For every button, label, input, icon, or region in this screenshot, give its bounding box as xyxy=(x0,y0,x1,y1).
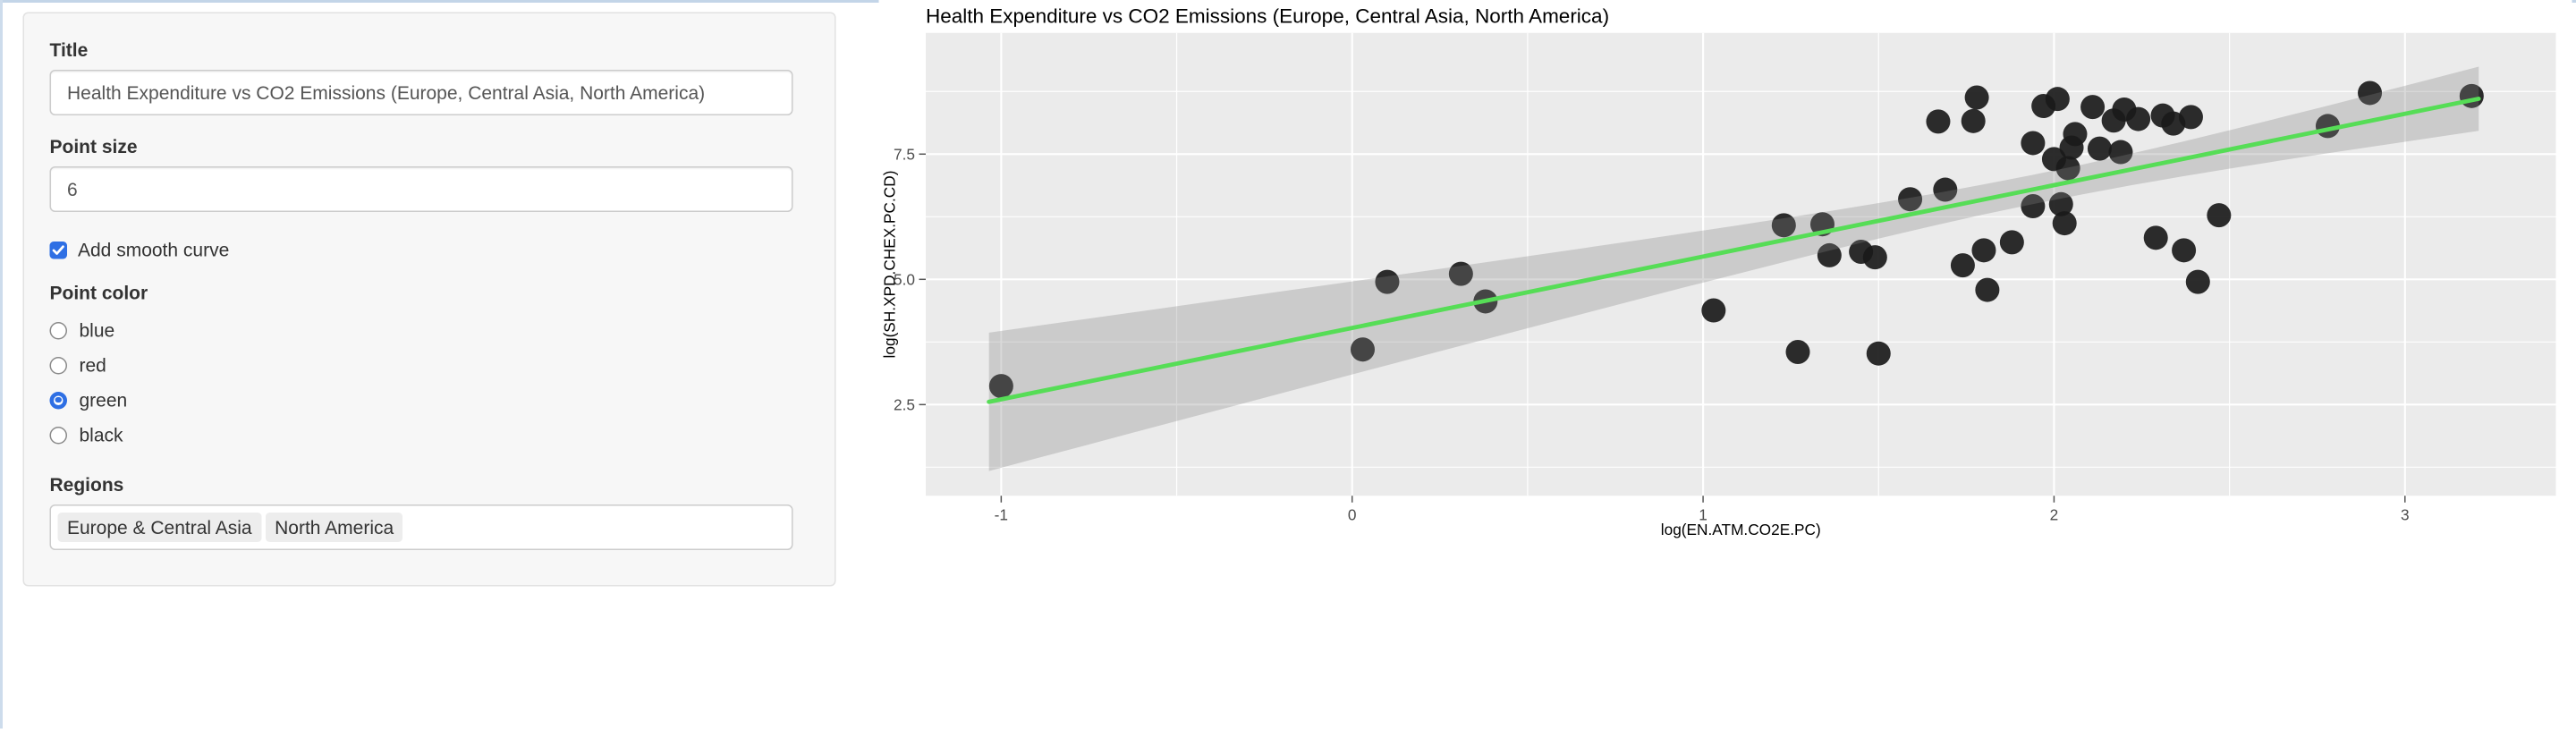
svg-text:log(EN.ATM.CO2E.PC): log(EN.ATM.CO2E.PC) xyxy=(1661,521,1821,538)
point-color-radio-group: blue red green black xyxy=(49,313,809,453)
window-left-edge xyxy=(0,0,3,729)
regions-multiselect-input[interactable]: Europe & Central Asia North America xyxy=(49,504,793,550)
smooth-checkbox-label: Add smooth curve xyxy=(78,239,230,260)
radio-option-green[interactable]: green xyxy=(49,383,809,418)
svg-text:log(SH.XPD.CHEX.PC.CD): log(SH.XPD.CHEX.PC.CD) xyxy=(881,171,899,359)
scatter-plot-image: -1 0 1 2 3 2.5 5.0 7.5 log(EN.ATM.CO2E.PC) log(SH… xyxy=(881,5,2556,538)
region-tag[interactable]: Europe & Central Asia xyxy=(57,513,262,542)
point-size-label: Point size xyxy=(49,135,138,157)
title-form-group: Title xyxy=(49,38,809,115)
svg-text:-1: -1 xyxy=(995,505,1008,523)
svg-text:2: 2 xyxy=(2050,505,2059,523)
radio-option-red[interactable]: red xyxy=(49,348,809,383)
radio-option-black[interactable]: black xyxy=(49,418,809,453)
point-size-input[interactable] xyxy=(49,166,793,212)
point-color-label: Point color xyxy=(49,282,148,303)
svg-text:2.5: 2.5 xyxy=(894,395,915,413)
radio-icon[interactable] xyxy=(49,426,67,444)
radio-icon[interactable] xyxy=(49,321,67,339)
svg-text:3: 3 xyxy=(2401,505,2410,523)
radio-icon[interactable] xyxy=(49,391,67,409)
svg-text:7.5: 7.5 xyxy=(894,145,915,163)
title-input[interactable] xyxy=(49,70,793,115)
svg-text:0: 0 xyxy=(1348,505,1357,523)
svg-text:5.0: 5.0 xyxy=(894,270,915,288)
regions-label: Regions xyxy=(49,473,124,496)
svg-text:Health Expenditure vs CO2 Emis: Health Expenditure vs CO2 Emissions (Eur… xyxy=(926,5,1609,28)
smooth-checkbox-row[interactable]: Add smooth curve xyxy=(49,236,809,263)
checkbox-checked-icon[interactable] xyxy=(49,241,67,259)
point-size-form-group: Point size xyxy=(49,135,809,212)
sidebar-panel: Title Point size Add smooth curve Point … xyxy=(22,12,836,587)
plot-output: -1 0 1 2 3 2.5 5.0 7.5 log(EN.ATM.CO2E.PC) log(SH… xyxy=(878,0,2572,729)
title-label: Title xyxy=(49,38,89,61)
region-tag[interactable]: North America xyxy=(265,513,403,542)
radio-option-blue[interactable]: blue xyxy=(49,313,809,348)
svg-text:1: 1 xyxy=(1699,505,1707,523)
radio-icon[interactable] xyxy=(49,356,67,374)
